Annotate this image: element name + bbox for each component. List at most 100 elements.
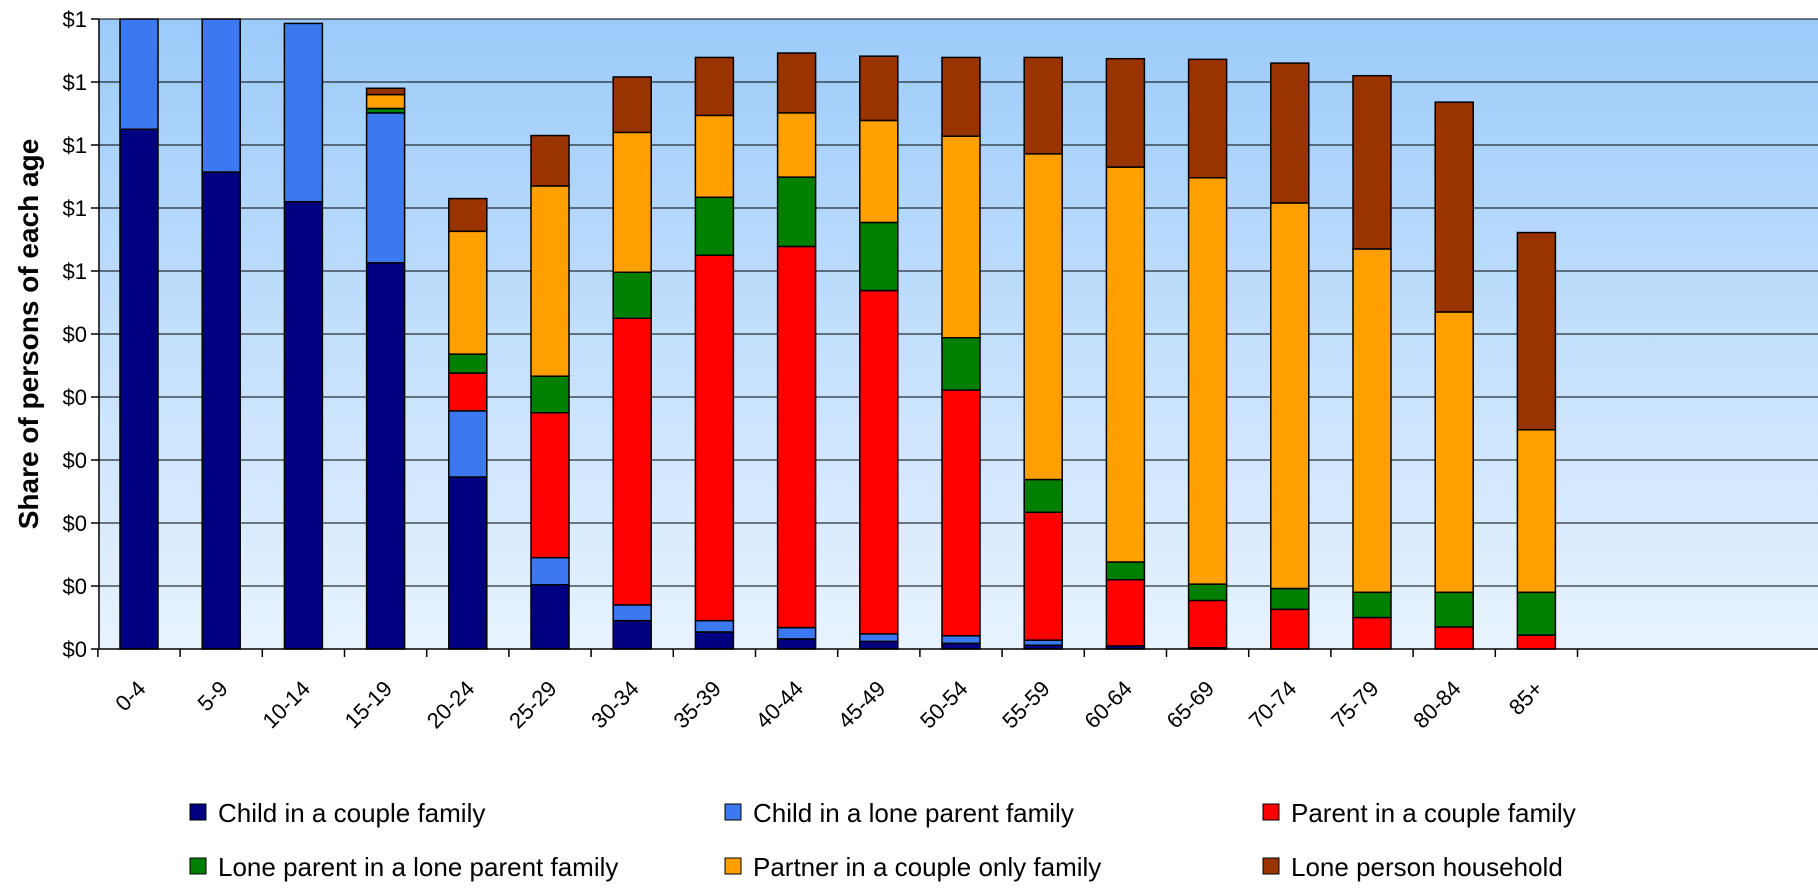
bar-segment — [530, 583, 570, 650]
y-tick-label: $0 — [63, 322, 87, 347]
bar-segment — [694, 254, 735, 622]
y-axis-title: Share of persons of each age — [13, 139, 44, 530]
bar-segment — [1434, 101, 1474, 313]
bar-segment — [941, 389, 981, 637]
bar-segment — [694, 114, 735, 199]
bar-segment — [530, 185, 570, 377]
bar-segment — [776, 52, 817, 114]
y-tick-label: $0 — [63, 448, 87, 473]
bar-segment — [448, 410, 488, 478]
bar-segment — [119, 128, 159, 650]
bar-segment — [859, 119, 899, 224]
bar-segment — [283, 200, 324, 650]
y-tick-labels: $0 $0 $0 $0 $0 $0 $1 $1 $1 $1 $1 — [63, 7, 99, 662]
bar-segment — [612, 131, 652, 274]
bar-segment — [694, 196, 735, 256]
legend-label: Partner in a couple only family — [753, 852, 1101, 882]
bar-segment — [694, 56, 735, 117]
legend-label: Parent in a couple family — [1291, 798, 1576, 828]
bar-segment — [1023, 478, 1063, 514]
bar-segment — [283, 22, 324, 203]
bar-segment — [448, 230, 488, 355]
legend: Child in a couple family Child in a lone … — [189, 798, 1576, 882]
bar-segment — [859, 221, 899, 292]
legend-swatch — [1262, 803, 1280, 821]
bar-segment — [1516, 231, 1557, 431]
bar-segment — [941, 635, 981, 645]
bar-segment — [941, 135, 981, 339]
bar-segment — [1352, 248, 1392, 594]
bar-segment — [1105, 578, 1146, 647]
x-tick-label: 45-49 — [833, 676, 890, 733]
x-tick-label: 55-59 — [997, 676, 1054, 733]
bar-segment — [1187, 177, 1228, 585]
bar-segment — [612, 619, 652, 650]
bar-segment — [119, 18, 159, 130]
bar-segment — [612, 604, 652, 622]
bar-segment — [1105, 57, 1146, 168]
bar-segment — [612, 271, 652, 320]
legend-label: Lone person household — [1291, 852, 1563, 882]
y-tick-label: $0 — [63, 574, 87, 599]
bar-segment — [612, 76, 652, 134]
legend-swatch — [724, 803, 742, 821]
legend-swatch — [724, 857, 742, 875]
bar-segment — [859, 55, 899, 122]
bar-segment — [530, 134, 570, 187]
bar-segment — [1023, 511, 1063, 641]
bar-segment — [776, 626, 817, 640]
bar-segment — [1023, 56, 1063, 155]
bar-segment — [1270, 62, 1310, 204]
bars — [119, 18, 1557, 650]
bar-segment — [1516, 591, 1557, 636]
bar-segment — [365, 262, 406, 650]
bar-segment — [530, 556, 570, 586]
x-tick-label: 10-14 — [257, 676, 314, 733]
bar-segment — [1434, 591, 1474, 628]
bar-segment — [1187, 599, 1228, 649]
bar-segment — [941, 337, 981, 391]
y-tick-label: $1 — [63, 196, 87, 221]
y-tick-label: $1 — [63, 133, 87, 158]
bar-segment — [694, 619, 735, 633]
y-tick-label: $0 — [63, 511, 87, 536]
legend-label: Child in a couple family — [218, 798, 485, 828]
bar-segment — [1352, 74, 1392, 250]
y-tick-label: $0 — [63, 385, 87, 410]
bar-segment — [1434, 311, 1474, 594]
bar-segment — [530, 375, 570, 414]
x-tick-label: 80-84 — [1408, 676, 1465, 733]
legend-label: Child in a lone parent family — [753, 798, 1074, 828]
bar-segment — [1105, 166, 1146, 563]
bar-segment — [201, 171, 241, 650]
x-tick-label: 30-34 — [586, 676, 643, 733]
x-tick-label: 15-19 — [340, 676, 397, 733]
bar-segment — [448, 197, 488, 233]
x-tick-label: 75-79 — [1326, 676, 1383, 733]
bar-segment — [201, 18, 241, 173]
bar-segment — [694, 631, 735, 650]
bar-segment — [448, 353, 488, 374]
bar-segment — [1105, 561, 1146, 581]
bar-segment — [1352, 616, 1392, 650]
bar-segment — [1270, 587, 1310, 611]
bar-segment — [1352, 591, 1392, 619]
bar-segment — [1516, 634, 1557, 650]
x-tick-labels: 0-4 5-9 10-14 15-19 20-24 25-29 30-34 35-39 40-4… — [97, 649, 1579, 733]
bar-segment — [448, 476, 488, 650]
bar-segment — [448, 372, 488, 412]
x-tick-label: 85+ — [1504, 676, 1548, 720]
x-tick-label: 35-39 — [668, 676, 725, 733]
bar-segment — [776, 112, 817, 178]
x-tick-label: 25-29 — [504, 676, 561, 733]
x-tick-label: 70-74 — [1244, 676, 1301, 733]
legend-label: Lone parent in a lone parent family — [218, 852, 618, 882]
bar-segment — [776, 638, 817, 650]
x-tick-label: 5-9 — [193, 676, 233, 716]
bar-segment — [1023, 153, 1063, 481]
bar-segment — [941, 642, 981, 650]
bar-segment — [859, 289, 899, 635]
bar-segment — [1270, 202, 1310, 590]
bar-segment — [530, 412, 570, 559]
